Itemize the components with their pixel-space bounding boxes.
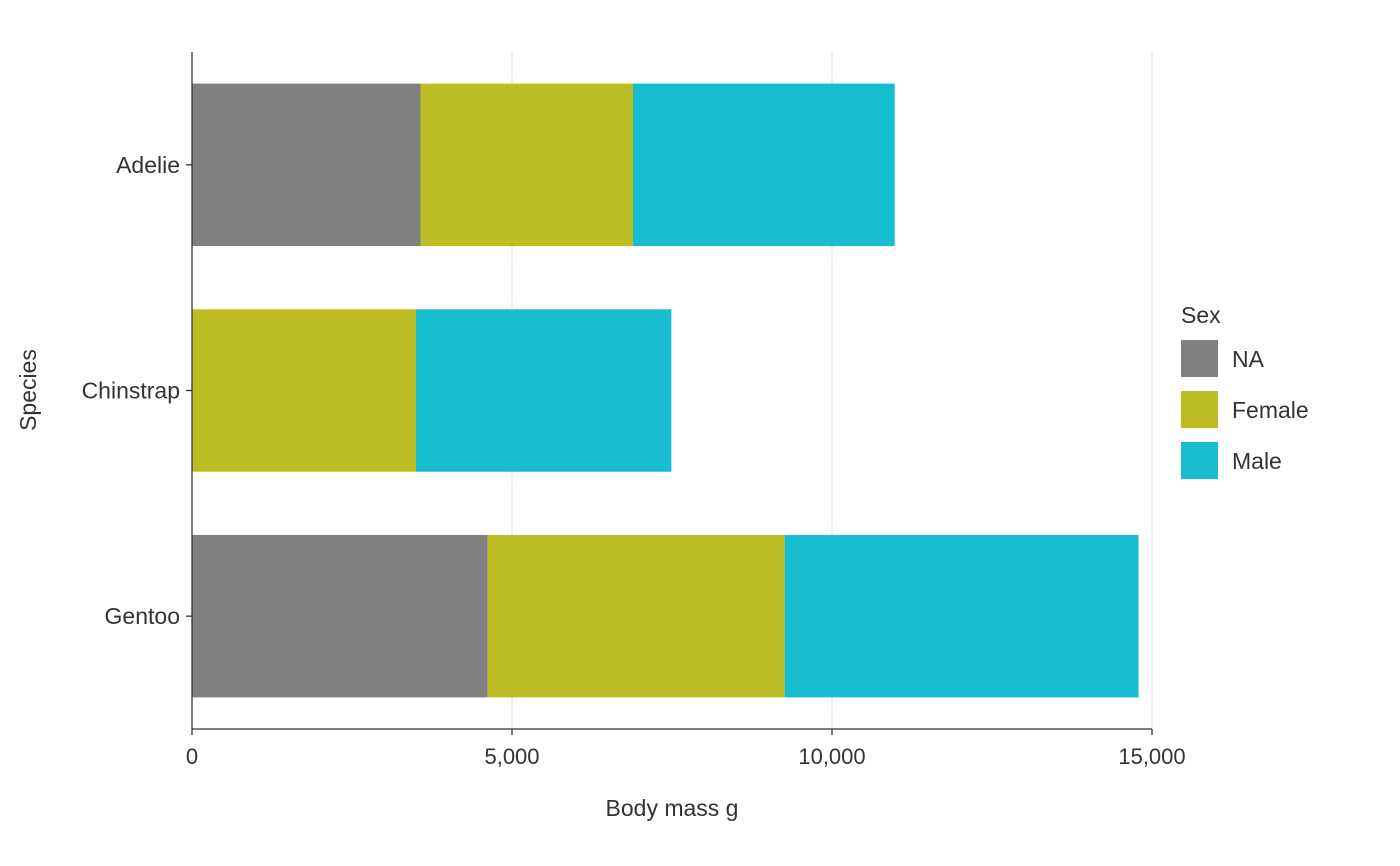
y-axis-title: Species (15, 349, 41, 431)
x-tick-label: 5,000 (484, 744, 539, 769)
y-category-label: Chinstrap (82, 378, 180, 404)
bars (192, 83, 1139, 698)
bar-segment (487, 534, 785, 698)
y-category-label: Gentoo (105, 603, 180, 629)
legend-label: Female (1232, 397, 1309, 423)
bar-segment (416, 309, 672, 472)
x-tick-label: 0 (186, 744, 198, 769)
legend-swatch (1181, 391, 1218, 428)
x-axis-title: Body mass g (606, 795, 739, 821)
legend-title: Sex (1181, 302, 1221, 328)
x-tick-label: 15,000 (1118, 744, 1185, 769)
y-axis-categories: Adelie Chinstrap Gentoo (82, 152, 192, 629)
legend: Sex NA Female Male (1181, 302, 1309, 479)
y-category-label: Adelie (116, 152, 180, 178)
bar-segment (632, 83, 895, 247)
bar-segment (192, 534, 488, 698)
bar-segment (192, 309, 416, 472)
x-tick-label: 10,000 (798, 744, 865, 769)
legend-swatch (1181, 340, 1218, 377)
legend-label: NA (1232, 346, 1265, 372)
x-axis-ticks: 0 5,000 10,000 15,000 (186, 729, 1186, 769)
legend-label: Male (1232, 448, 1282, 474)
bar-segment (420, 83, 633, 247)
legend-swatch (1181, 442, 1218, 479)
bar-segment (192, 83, 421, 247)
bar-segment (784, 534, 1139, 698)
